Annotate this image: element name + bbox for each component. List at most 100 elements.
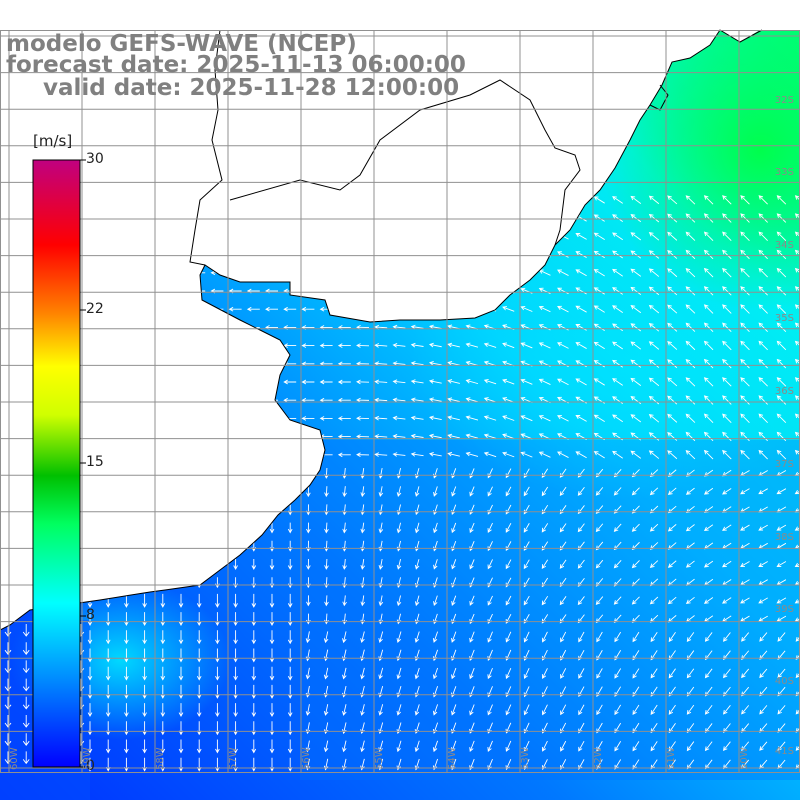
wind-arrow [87, 648, 93, 663]
wind-arrow [233, 593, 238, 608]
wind-arrow [648, 432, 660, 441]
wind-arrow [685, 395, 696, 405]
lat-label: 40S [774, 676, 794, 687]
wind-arrow [685, 449, 696, 460]
wind-arrow [137, 452, 151, 458]
wind-arrow [428, 415, 442, 421]
wind-arrow [160, 522, 166, 534]
wind-arrow [246, 234, 260, 239]
wind-arrow [178, 577, 184, 589]
wind-arrow [649, 596, 659, 605]
wind-arrow [360, 486, 366, 498]
wind-arrow [668, 704, 676, 715]
wind-arrow [759, 741, 768, 751]
wind-arrow [196, 504, 202, 516]
wind-arrow [410, 270, 424, 275]
wind-arrow [105, 739, 111, 754]
wind-arrow [251, 703, 257, 718]
wind-arrow [319, 197, 333, 203]
wind-arrow [776, 413, 787, 423]
wind-arrow [410, 433, 424, 439]
wind-arrow [396, 631, 402, 643]
wind-arrow [196, 648, 202, 663]
wind-arrow [192, 197, 206, 203]
wind-arrow [251, 522, 257, 534]
wind-arrow [432, 631, 439, 643]
wind-arrow [22, 751, 30, 765]
wind-arrow [667, 377, 678, 387]
wind-arrow [703, 304, 714, 314]
wind-arrow [178, 504, 184, 516]
wind-arrow [483, 342, 497, 348]
wind-arrow [246, 452, 260, 458]
wind-arrow [101, 452, 115, 458]
wind-arrow [392, 361, 406, 366]
wind-arrow [612, 323, 624, 332]
wind-arrow [447, 306, 460, 312]
wind-arrow [559, 559, 567, 569]
wind-arrow [269, 468, 275, 479]
wind-arrow [502, 306, 515, 312]
wind-arrow [541, 631, 548, 643]
wind-arrow [215, 630, 220, 645]
wind-arrow [559, 523, 567, 533]
wind-arrow [414, 559, 420, 570]
wind-arrow [142, 684, 147, 699]
wind-arrow [287, 666, 293, 681]
colorbar-tick-15: 15 [86, 454, 104, 470]
wind-arrow [465, 360, 479, 366]
wind-arrow [233, 612, 238, 627]
wind-arrow [465, 433, 479, 439]
wind-arrow [758, 449, 768, 460]
wind-arrow [667, 286, 678, 296]
wind-arrow [378, 740, 384, 753]
wind-arrow [685, 524, 695, 532]
wind-arrow [578, 740, 585, 752]
wind-arrow [287, 612, 293, 627]
wind-arrow [520, 451, 533, 458]
wind-arrow [265, 197, 278, 203]
wind-arrow [613, 596, 622, 605]
wind-arrow [758, 395, 768, 405]
title-valid-date: valid date: 2025-11-28 12:00:00 [43, 75, 460, 101]
wind-arrow [505, 522, 512, 533]
wind-arrow [722, 195, 732, 205]
wind-arrow [87, 739, 93, 754]
wind-arrow [667, 231, 678, 241]
wind-arrow [87, 486, 93, 498]
wind-arrow [465, 269, 479, 275]
wind-arrow [447, 269, 460, 275]
wind-arrow [758, 231, 768, 241]
wind-arrow [447, 233, 460, 239]
wind-arrow [596, 741, 603, 752]
wind-arrow [433, 595, 438, 607]
wind-arrow [758, 431, 768, 442]
wind-arrow [178, 612, 184, 627]
wind-arrow [704, 668, 713, 679]
wind-arrow [632, 631, 640, 643]
wind-arrow [374, 306, 388, 312]
wind-arrow [155, 215, 169, 221]
wind-arrow [685, 560, 695, 568]
wind-arrow [337, 452, 351, 458]
wind-arrow [160, 703, 166, 718]
wind-arrow [740, 231, 750, 241]
wind-arrow [374, 434, 388, 439]
wind-arrow [196, 721, 202, 736]
wind-arrow [410, 306, 424, 312]
wind-arrow [520, 342, 533, 349]
wind-arrow [174, 452, 187, 458]
wind-arrow [776, 431, 787, 442]
wind-arrow [776, 377, 787, 387]
wind-arrow [612, 450, 624, 459]
wind-arrow [251, 612, 257, 627]
wind-arrow [305, 631, 311, 644]
wind-arrow [483, 378, 497, 385]
wind-arrow [233, 486, 238, 498]
wind-arrow [324, 595, 329, 607]
wind-arrow [124, 721, 129, 736]
wind-arrow [469, 704, 475, 716]
wind-arrow [523, 740, 530, 752]
wind-arrow [105, 684, 111, 699]
wind-arrow [487, 559, 493, 570]
